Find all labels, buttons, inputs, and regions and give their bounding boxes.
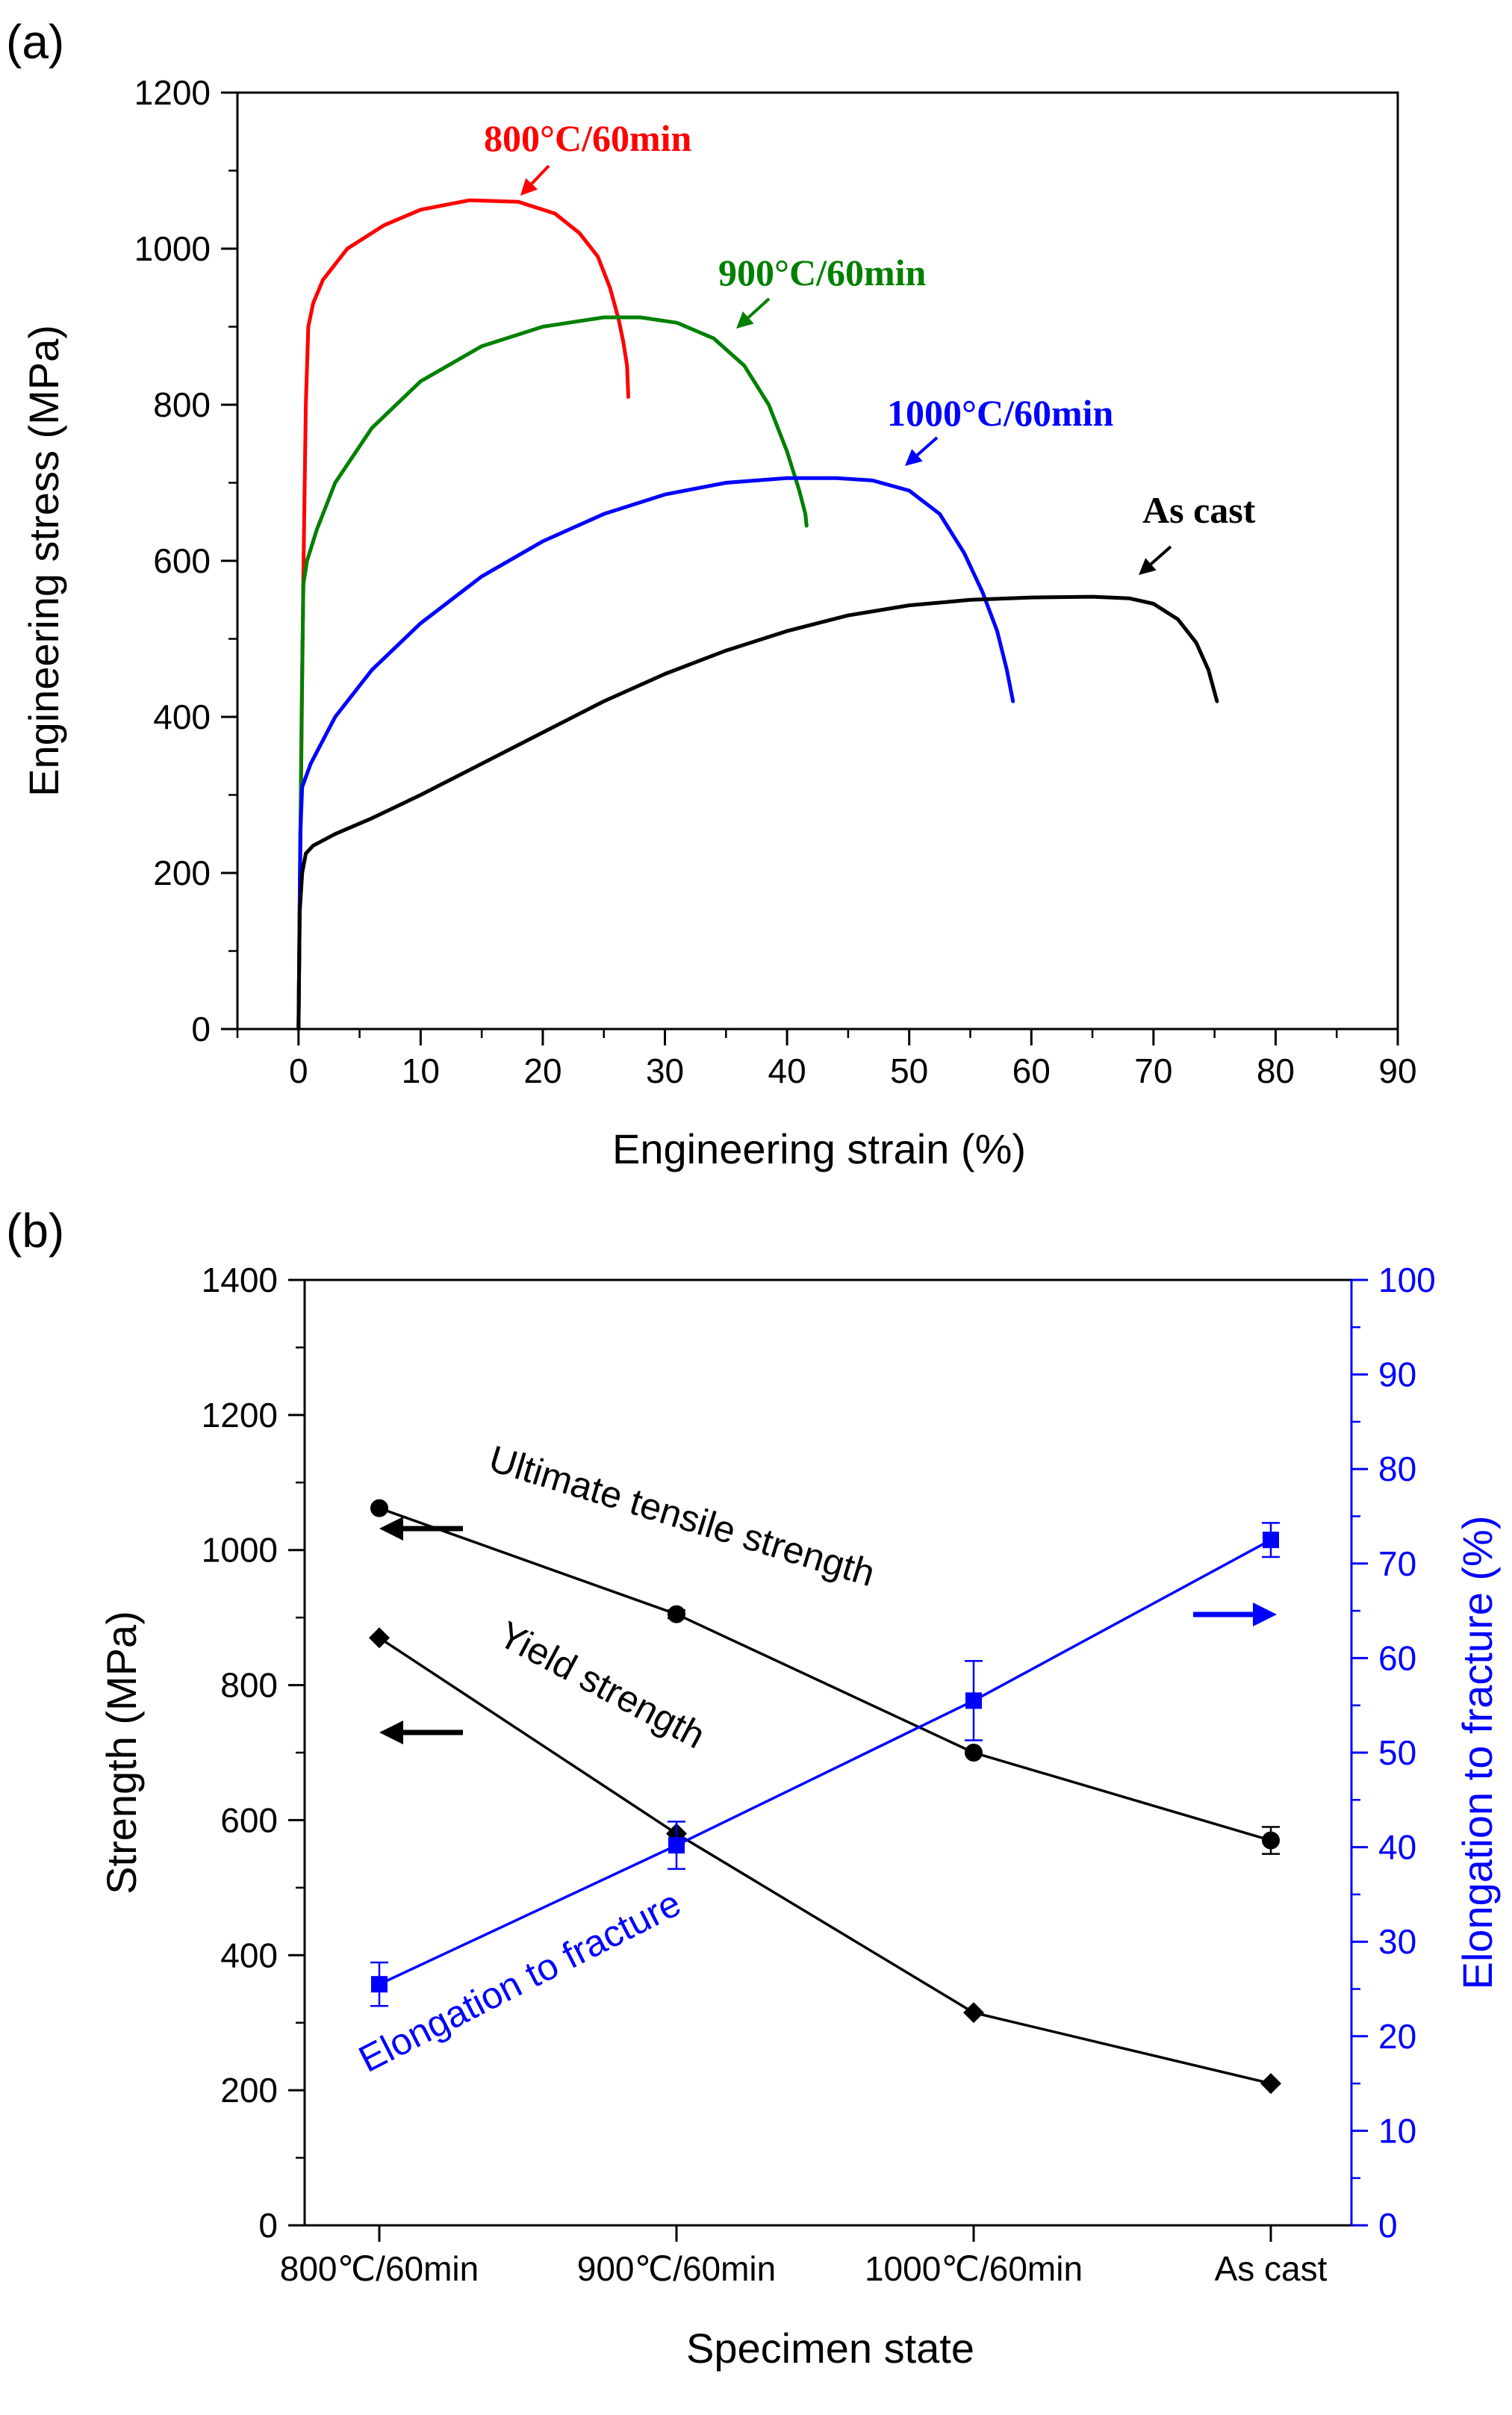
- x-tick-label-20: 20: [523, 1051, 561, 1090]
- plot-a-curves: [296, 198, 1219, 1031]
- category-label: As cast: [1215, 2249, 1328, 2288]
- plot-a-annotations: 800°C/60min 900°C/60min 1000°C/60min As cas…: [484, 117, 1256, 575]
- y2-tick-label-80: 80: [1378, 1449, 1416, 1488]
- plot-a-frame: [236, 91, 1399, 1031]
- series-line: [379, 1636, 1272, 2085]
- curve-900-c-60min: [296, 315, 809, 1031]
- marker-point: [1263, 1532, 1279, 1549]
- x-tick-label-10: 10: [402, 1051, 440, 1090]
- plot-b-xlabel: Specimen state: [686, 2325, 974, 2372]
- y-tick-label-400: 400: [153, 697, 211, 736]
- marker-point: [668, 1837, 685, 1854]
- series-line: [379, 1506, 1272, 1842]
- y-tick-label-1200: 1200: [134, 73, 211, 112]
- marker-point: [963, 2002, 984, 2024]
- y-tick-label-200: 200: [153, 854, 211, 892]
- x-tick-label-50: 50: [890, 1051, 928, 1090]
- panel-a-label: (a): [6, 15, 64, 69]
- x-tick-label-60: 60: [1012, 1051, 1051, 1090]
- annotation-800-c-60min: 800°C/60min: [484, 117, 692, 159]
- annotation-as-cast: As cast: [1142, 489, 1256, 531]
- x-tick-label-30: 30: [646, 1051, 684, 1090]
- y-tick-label-800: 800: [220, 1666, 278, 1705]
- y-tick-label-0: 0: [191, 1010, 211, 1048]
- marker-point: [1260, 2073, 1281, 2095]
- plot-b-series: [369, 1499, 1281, 2095]
- label-elongation-to-fracture: Elongation to fracture: [352, 1882, 688, 2080]
- y-tick-label-1000: 1000: [202, 1531, 278, 1570]
- annotation-arrow: [1139, 545, 1172, 575]
- y-tick-label-0: 0: [258, 2206, 278, 2245]
- curve-800-c-60min: [296, 198, 630, 1031]
- y2-tick-label-0: 0: [1378, 2206, 1398, 2245]
- series-yield-strength: [369, 1627, 1281, 2095]
- plot-b-y2label: Elongation to fracture (%): [1454, 1516, 1501, 1990]
- y-tick-label-600: 600: [220, 1800, 278, 1839]
- y2-tick-label-10: 10: [1378, 2111, 1416, 2150]
- y2-tick-label-50: 50: [1378, 1733, 1416, 1772]
- category-label: 800℃/60min: [280, 2249, 479, 2288]
- marker-point: [965, 1744, 983, 1762]
- annotation-arrow: [736, 297, 771, 329]
- marker-point: [1262, 1831, 1280, 1850]
- annotation-arrow: [520, 164, 550, 196]
- panel-b-label: (b): [6, 1204, 64, 1258]
- y-tick-label-1400: 1400: [202, 1261, 278, 1299]
- axis-arrow-left-ys: [379, 1721, 463, 1744]
- panel-b: (b) 800℃/60min 900℃/60min 1000℃/60min As ca…: [6, 1204, 1501, 2372]
- category-label: 900℃/60min: [577, 2249, 776, 2288]
- y2-tick-label-40: 40: [1378, 1828, 1416, 1867]
- y-tick-label-400: 400: [220, 1936, 278, 1974]
- annotation-900-c-60min: 900°C/60min: [718, 252, 927, 293]
- marker-point: [668, 1605, 685, 1623]
- series-line: [379, 1538, 1272, 1986]
- plot-a-ticks: 0 10 20 30 40 50 60 70 80 90 0 200 400 600 800 1000 1200: [134, 73, 1417, 1090]
- y-tick-label-1000: 1000: [134, 229, 211, 268]
- curve-1000-c-60min: [296, 476, 1015, 1031]
- y-tick-label-200: 200: [220, 2071, 278, 2110]
- plot-b-frame: [303, 1278, 1353, 2227]
- plot-a-xlabel: Engineering strain (%): [612, 1125, 1026, 1172]
- axis-arrow-right-elongation: [1193, 1603, 1277, 1626]
- label-ultimate-tensile-strength: Ultimate tensile strength: [485, 1438, 880, 1594]
- plot-b-ticks: 800℃/60min 900℃/60min 1000℃/60min As cast 0 2…: [202, 1261, 1436, 2288]
- annotation-1000-c-60min: 1000°C/60min: [887, 392, 1114, 434]
- series-elongation-to-fracture: [370, 1522, 1280, 2007]
- plot-b-ylabel: Strength (MPa): [98, 1611, 145, 1895]
- marker-point: [371, 1976, 388, 1993]
- marker-point: [965, 1692, 982, 1709]
- x-tick-label-80: 80: [1257, 1051, 1295, 1090]
- y2-tick-label-90: 90: [1378, 1355, 1416, 1394]
- series-ultimate-tensile-strength: [370, 1499, 1280, 1855]
- y2-tick-label-70: 70: [1378, 1544, 1416, 1583]
- category-label: 1000℃/60min: [865, 2249, 1083, 2288]
- y2-tick-label-60: 60: [1378, 1638, 1416, 1677]
- marker-point: [369, 1627, 390, 1649]
- y-tick-label-800: 800: [153, 385, 211, 424]
- panel-a: (a) 0 10 20 30 40 50 60 70 80 90 0 200 400 600 800 1000…: [6, 15, 1417, 1172]
- marker-point: [370, 1499, 388, 1517]
- x-tick-label-90: 90: [1378, 1051, 1416, 1090]
- x-tick-label-0: 0: [289, 1051, 308, 1090]
- axis-arrow-left-uts: [379, 1517, 463, 1541]
- y-tick-label-1200: 1200: [202, 1396, 278, 1435]
- y-tick-label-600: 600: [153, 541, 211, 580]
- curve-as-cast: [296, 594, 1219, 1031]
- y2-tick-label-30: 30: [1378, 1922, 1416, 1961]
- x-tick-label-70: 70: [1134, 1051, 1172, 1090]
- y2-tick-label-20: 20: [1378, 2017, 1416, 2056]
- x-tick-label-40: 40: [768, 1051, 806, 1090]
- annotation-arrow: [905, 436, 939, 466]
- plot-a-ylabel: Engineering stress (MPa): [20, 325, 67, 797]
- y2-tick-label-100: 100: [1378, 1261, 1436, 1299]
